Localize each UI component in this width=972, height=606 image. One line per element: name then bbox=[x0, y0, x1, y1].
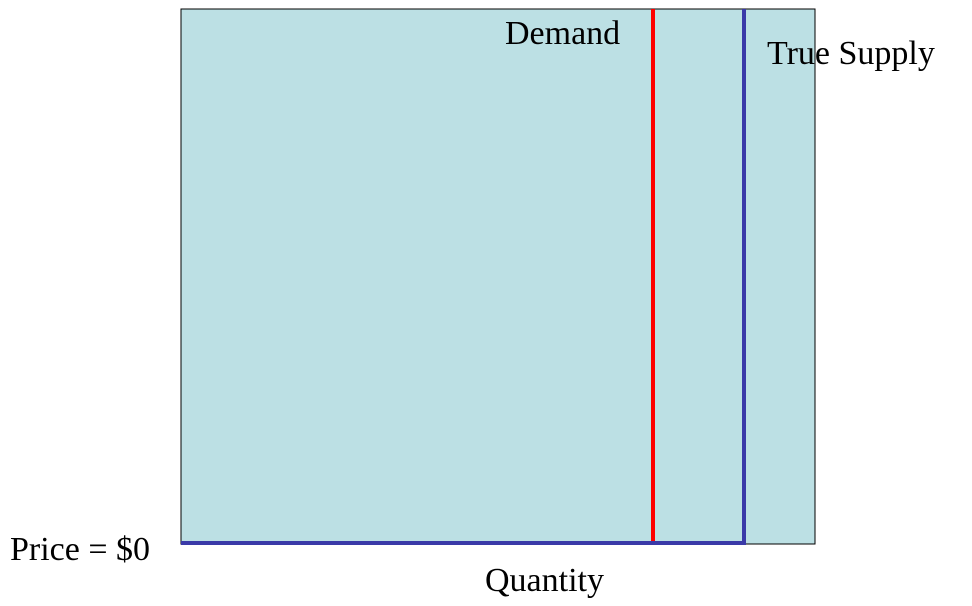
true-supply-curve bbox=[181, 9, 746, 545]
price-zero-label: Price = $0 bbox=[10, 531, 150, 568]
demand-label: Demand bbox=[505, 15, 620, 52]
true-supply-label: True Supply bbox=[767, 35, 935, 72]
x-axis-label: Quantity bbox=[485, 562, 604, 599]
plot-area bbox=[180, 8, 816, 545]
